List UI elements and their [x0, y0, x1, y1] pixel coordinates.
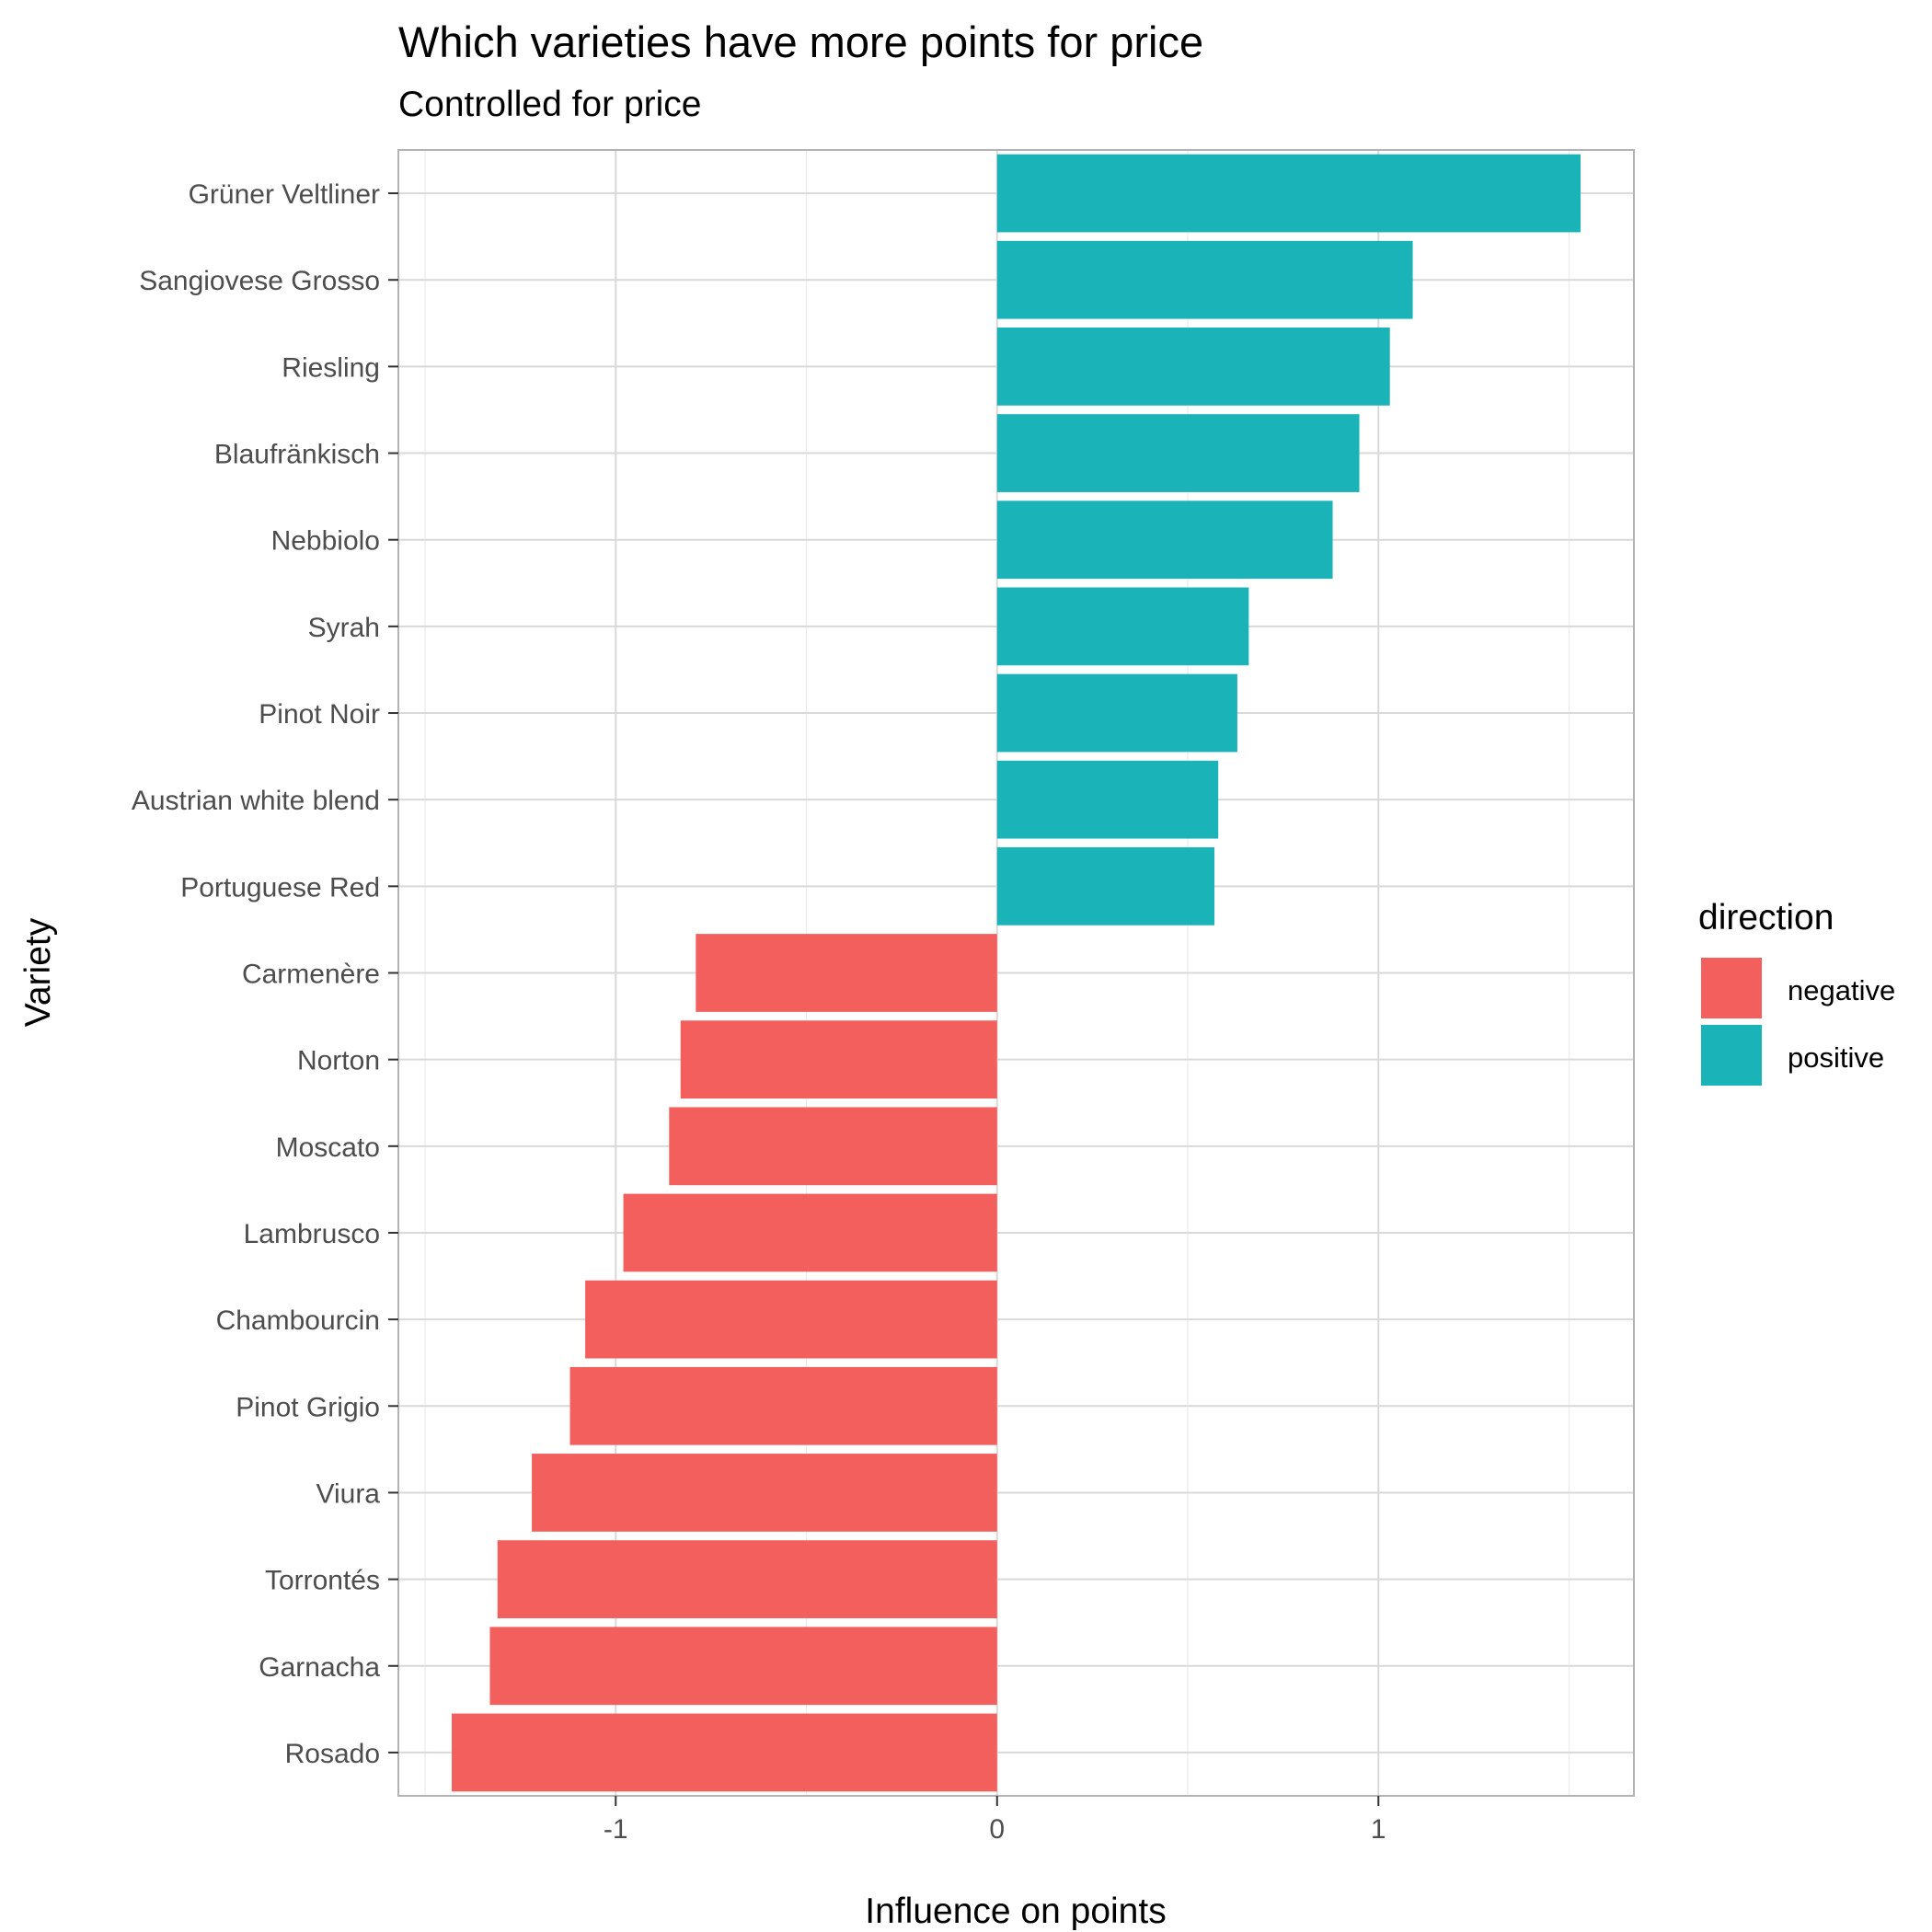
bar [532, 1454, 997, 1532]
legend-title: direction [1698, 898, 1834, 937]
y-axis: Grüner Veltliner Sangiovese Grosso Rieslin… [132, 179, 398, 1769]
x-tick-label: 1 [1371, 1814, 1386, 1845]
y-tick-label: Sangiovese Grosso [139, 266, 380, 296]
bar [996, 240, 1413, 319]
y-tick-label: Pinot Noir [259, 699, 380, 730]
y-tick-label: Rosado [285, 1739, 380, 1769]
y-tick-label: Carmenère [242, 960, 380, 990]
bar [996, 587, 1249, 666]
chart-subtitle: Controlled for price [398, 85, 701, 124]
y-tick-label: Viura [316, 1478, 381, 1509]
bar [669, 1107, 997, 1186]
bar [569, 1366, 997, 1445]
y-tick-label: Blaufränkisch [214, 440, 380, 470]
x-tick-label: -1 [604, 1814, 628, 1845]
legend-label-positive: positive [1788, 1041, 1884, 1074]
legend-key-positive [1701, 1025, 1762, 1086]
y-tick-label: Chambourcin [216, 1305, 380, 1336]
bar [996, 846, 1215, 926]
y-tick-label: Torrontés [265, 1566, 380, 1596]
y-tick-label: Grüner Veltliner [189, 179, 380, 210]
bar [585, 1280, 997, 1359]
bar [489, 1627, 997, 1706]
y-tick-label: Nebbiolo [271, 526, 380, 557]
y-tick-label: Moscato [276, 1133, 380, 1163]
bar [996, 673, 1237, 753]
y-tick-label: Pinot Grigio [236, 1392, 380, 1422]
y-tick-label: Norton [297, 1046, 380, 1076]
x-axis: -1 0 1 [604, 1796, 1386, 1845]
bar [996, 414, 1360, 492]
bar [996, 328, 1390, 406]
y-tick-label: Syrah [308, 613, 380, 643]
bar [696, 934, 997, 1012]
bar [497, 1540, 997, 1618]
y-tick-label: Garnacha [259, 1652, 380, 1683]
y-tick-label: Lambrusco [244, 1219, 380, 1249]
y-tick-label: Austrian white blend [132, 786, 380, 816]
bar [996, 500, 1333, 580]
y-tick-label: Riesling [282, 352, 380, 383]
bar [680, 1020, 997, 1099]
x-axis-title: Influence on points [865, 1892, 1166, 1931]
bar [452, 1713, 997, 1792]
legend: direction negative positive [1698, 898, 1895, 1086]
legend-label-negative: negative [1788, 974, 1895, 1006]
legend-key-negative [1701, 958, 1762, 1018]
y-axis-title: Variety [18, 917, 58, 1027]
bar [996, 154, 1581, 233]
bar [996, 760, 1219, 839]
plot-panel [397, 149, 1635, 1797]
y-tick-label: Portuguese Red [180, 872, 380, 903]
x-tick-label: 0 [989, 1814, 1005, 1845]
bar [623, 1193, 997, 1272]
bars [452, 154, 1581, 1792]
chart-title: Which varieties have more points for pri… [398, 17, 1203, 66]
